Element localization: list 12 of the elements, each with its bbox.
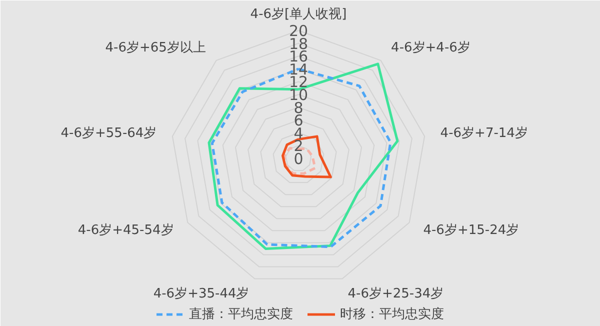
spoke-label: 4-6岁+4-6岁 xyxy=(391,40,470,56)
legend-label: 时移：平均忠实度 xyxy=(340,306,444,323)
spoke-label: 4-6岁+45-54岁 xyxy=(78,223,174,238)
spoke-label: 4-6岁+35-44岁 xyxy=(153,286,250,302)
spoke-label: 4-6岁+55-64岁 xyxy=(60,126,157,141)
spoke-label: 4-6岁+65岁以上 xyxy=(105,40,206,56)
spoke-label: 4-6岁+25-34岁 xyxy=(348,286,444,302)
spoke-label: 4-6岁+15-24岁 xyxy=(423,223,520,238)
y-tick-label: 0 xyxy=(294,150,304,168)
spoke-label: 4-6岁[单人收视] xyxy=(250,7,347,22)
spoke-label: 4-6岁+7-14岁 xyxy=(440,126,528,141)
legend-label: 直播：平均忠实度 xyxy=(189,306,293,323)
